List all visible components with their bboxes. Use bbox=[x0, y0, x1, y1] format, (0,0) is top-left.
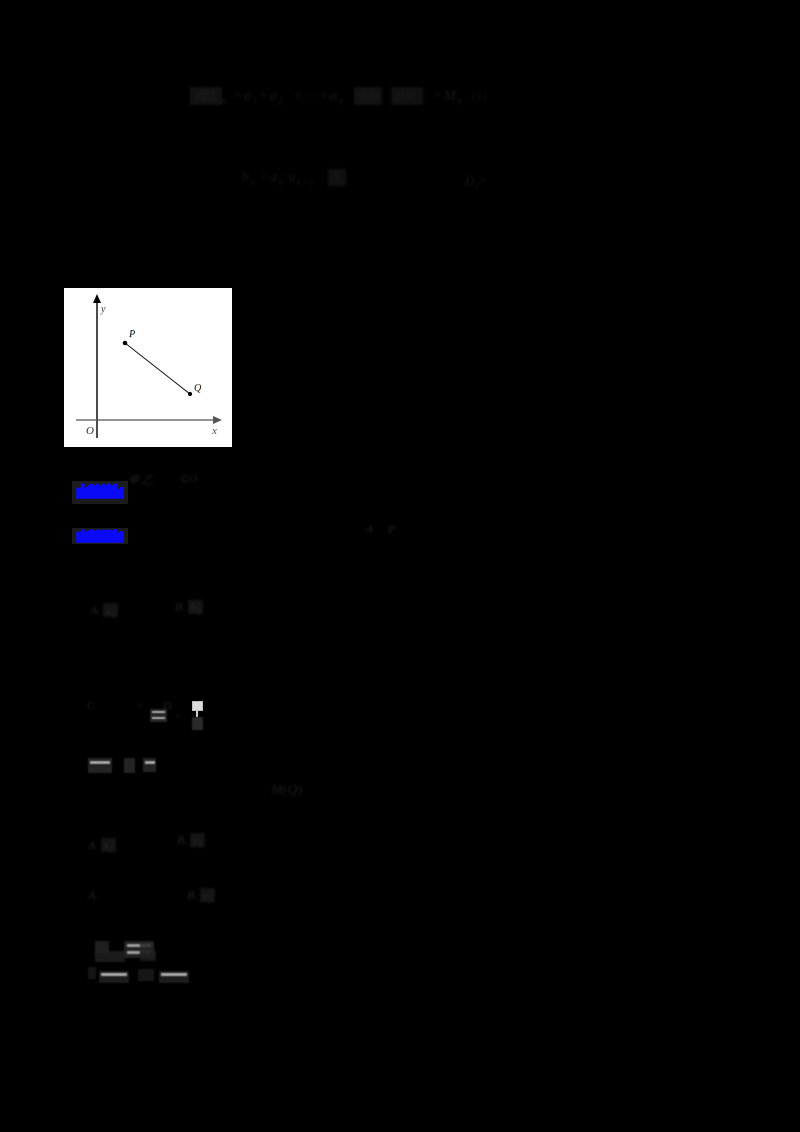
svg-text:O: O bbox=[86, 425, 94, 437]
svg-text:y: y bbox=[100, 304, 106, 315]
svg-text:P: P bbox=[128, 329, 135, 340]
svg-text:x: x bbox=[211, 425, 217, 437]
svg-text:Q: Q bbox=[194, 383, 202, 394]
